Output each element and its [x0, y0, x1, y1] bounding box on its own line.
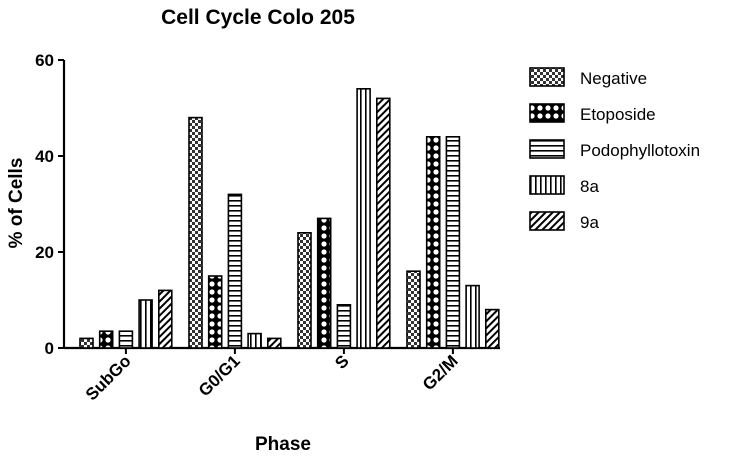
legend-label: Etoposide	[580, 105, 656, 124]
bar-etoposide-g2-m	[425, 136, 441, 349]
bar-negative-g2-m	[406, 270, 421, 349]
legend-swatch	[529, 103, 565, 123]
bar-9a-s	[375, 97, 391, 349]
x-axis-title: Phase	[255, 434, 311, 455]
bar-etoposide-s	[316, 217, 332, 349]
bar-podophyllotoxin-s	[336, 303, 352, 349]
legend-label: 9a	[580, 213, 599, 232]
legend-swatch	[529, 175, 565, 195]
legend-label: Negative	[580, 69, 647, 88]
bars	[79, 88, 500, 349]
bar-negative-subgo	[79, 337, 94, 349]
chart-title: Cell Cycle Colo 205	[161, 6, 355, 29]
bar-8a-g0-g1	[247, 332, 262, 349]
y-tick-label: 40	[35, 147, 54, 166]
bar-etoposide-subgo	[98, 330, 114, 349]
y-tick-label: 20	[35, 243, 54, 262]
bar-9a-subgo	[158, 289, 173, 349]
legend-swatch	[529, 139, 565, 159]
bar-9a-g0-g1	[266, 337, 282, 349]
bar-podophyllotoxin-g2-m	[445, 136, 461, 349]
bar-9a-g2-m	[484, 308, 500, 349]
bar-8a-s	[356, 88, 371, 349]
bar-etoposide-g0-g1	[207, 275, 223, 349]
y-axis-title: % of Cells	[6, 158, 27, 249]
legend-swatch	[529, 67, 565, 87]
x-tick-label: SubGo	[82, 351, 135, 404]
x-tick-label: G2/M	[419, 351, 462, 394]
bar-podophyllotoxin-g0-g1	[227, 193, 243, 349]
y-tick-label: 60	[35, 51, 54, 70]
bar-negative-g0-g1	[188, 116, 203, 349]
bar-negative-s	[297, 232, 312, 349]
tick-labels: 0 20 40 60 SubGo G0/G1 S G2/M	[35, 51, 462, 404]
legend-label: Podophyllotoxin	[580, 141, 700, 160]
legend: Negative Etoposide Podophyllotoxin 8a 9a	[529, 67, 700, 232]
bar-podophyllotoxin-subgo	[118, 330, 134, 349]
legend-swatch	[529, 211, 565, 231]
x-tick-label: S	[331, 351, 352, 372]
x-tick-label: G0/G1	[195, 351, 244, 400]
bar-8a-g2-m	[465, 284, 480, 349]
y-tick-label: 0	[45, 339, 54, 358]
bar-8a-subgo	[138, 299, 153, 349]
legend-label: 8a	[580, 177, 599, 196]
